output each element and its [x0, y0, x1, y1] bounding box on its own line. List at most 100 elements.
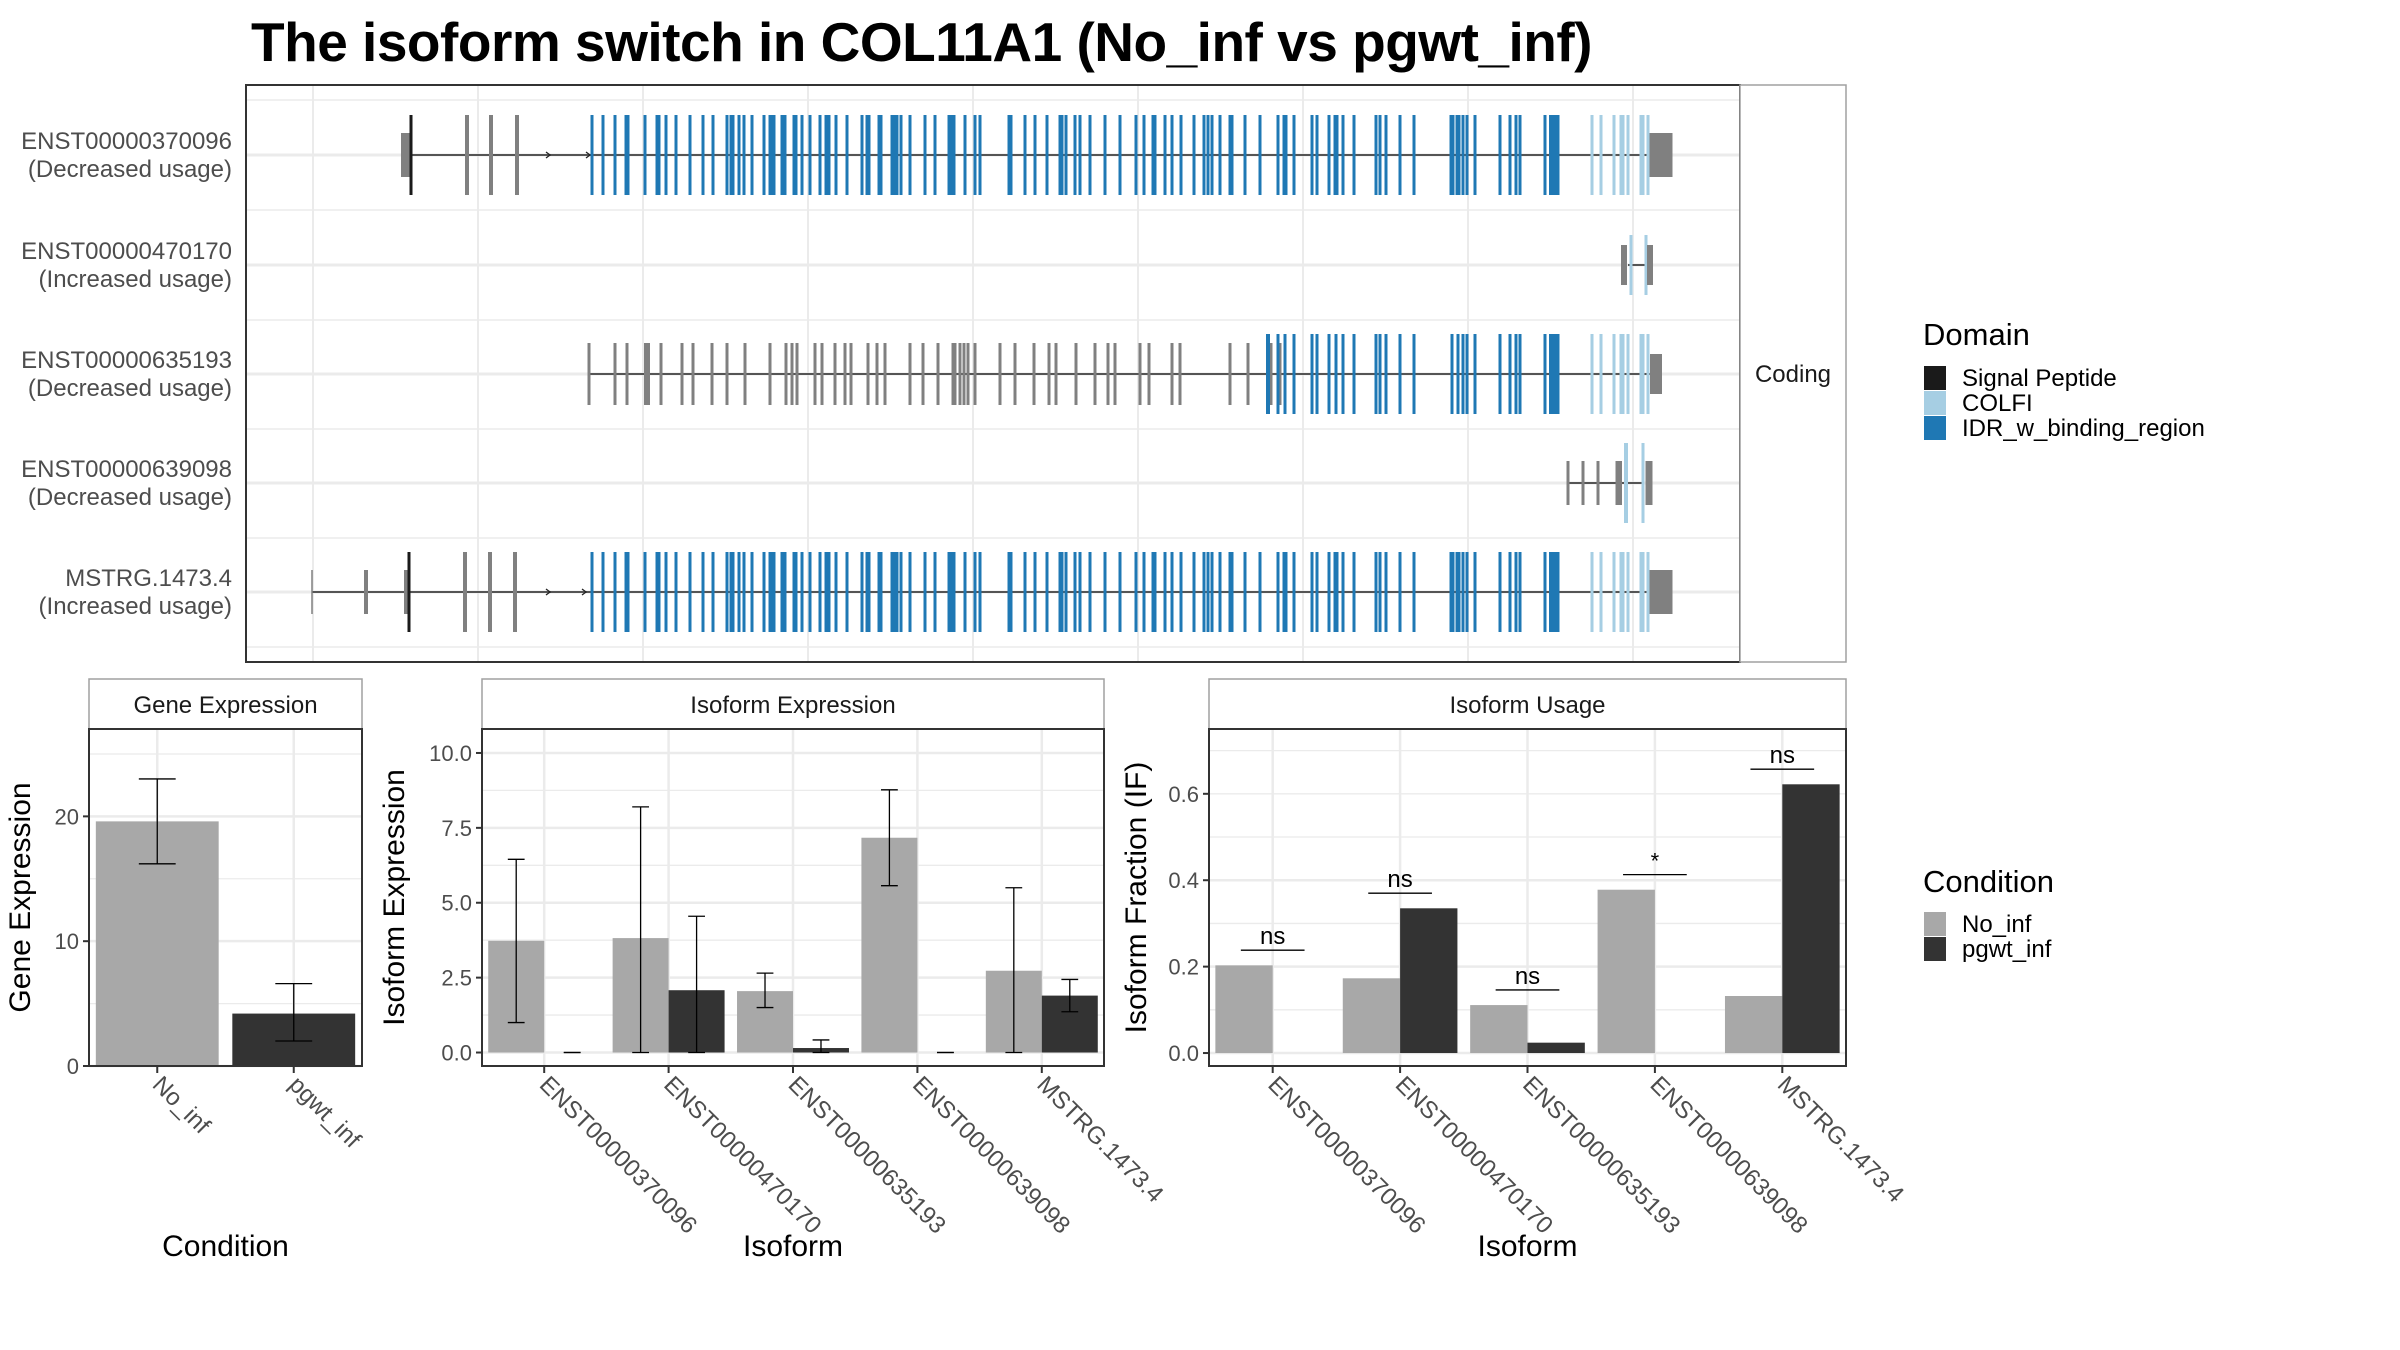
exon	[1113, 343, 1117, 405]
idr-exon	[1058, 552, 1064, 632]
facet-strip-label: Isoform Expression	[690, 692, 895, 719]
idr-exon	[1243, 552, 1247, 632]
idr-exon	[818, 115, 822, 195]
significance-label: *	[1651, 849, 1660, 874]
idr-exon	[1118, 115, 1122, 195]
transcript-row-4	[1566, 443, 1653, 523]
exon	[1147, 343, 1151, 405]
idr-exon	[923, 552, 927, 632]
idr-exon	[674, 552, 678, 632]
exon	[843, 343, 847, 405]
transcript-label: ENST00000635193	[21, 347, 232, 374]
idr-exon	[952, 552, 956, 632]
y-tick-label: 0.6	[1168, 782, 1199, 807]
idr-exon	[701, 115, 705, 195]
idr-exon	[973, 552, 977, 632]
idr-exon	[737, 115, 741, 195]
idr-exon	[1449, 115, 1455, 195]
y-axis-title: Isoform Expression	[378, 769, 411, 1026]
colfi-exon	[1612, 115, 1616, 195]
idr-exon	[818, 552, 822, 632]
exon	[710, 343, 714, 405]
idr-exon	[1473, 115, 1477, 195]
idr-exon	[1508, 115, 1512, 195]
idr-exon	[1206, 115, 1210, 195]
exon	[784, 343, 788, 405]
exon	[1228, 343, 1232, 405]
idr-exon	[895, 552, 899, 632]
exon	[311, 570, 313, 614]
idr-exon	[1179, 115, 1183, 195]
idr-exon	[978, 115, 982, 195]
idr-exon	[1202, 115, 1206, 195]
idr-exon	[1352, 552, 1356, 632]
x-tick-label: No_inf	[147, 1071, 215, 1139]
exon	[875, 343, 879, 405]
idr-exon	[933, 552, 937, 632]
exon	[795, 343, 799, 405]
idr-exon	[725, 552, 729, 632]
idr-exon	[827, 115, 831, 195]
colfi-exon	[1599, 552, 1603, 632]
exon	[833, 343, 837, 405]
idr-exon	[729, 115, 735, 195]
exon	[691, 343, 695, 405]
colfi-exon	[1639, 115, 1645, 195]
idr-exon	[1045, 552, 1049, 632]
idr-exon	[1218, 552, 1222, 632]
idr-exon	[1398, 334, 1402, 414]
figure-title: The isoform switch in COL11A1 (No_inf vs…	[251, 11, 1592, 73]
idr-exon	[1556, 115, 1560, 195]
idr-exon	[783, 115, 787, 195]
gene-expression-panel: Gene Expression 0 10 20 No_inf pgwt_inf Gene E…	[4, 678, 366, 1263]
exon	[613, 343, 617, 405]
facet-strip	[1739, 84, 1847, 663]
exon	[813, 343, 817, 405]
idr-exon	[1412, 552, 1416, 632]
idr-exon	[1498, 552, 1502, 632]
idr-exon	[1064, 115, 1068, 195]
colfi-exon	[1599, 115, 1603, 195]
idr-exon	[899, 552, 903, 632]
idr-exon	[1455, 552, 1461, 632]
bar	[1215, 965, 1273, 1054]
isoform-expression-panel: Isoform Expression0.02.55.07.510.0ENST00…	[378, 678, 1169, 1263]
idr-exon	[1461, 115, 1465, 195]
idr-exon	[973, 115, 977, 195]
bar	[1400, 908, 1458, 1054]
idr-exon	[1007, 552, 1013, 632]
idr-exon	[1210, 115, 1214, 195]
idr-exon	[1170, 552, 1174, 632]
idr-exon	[1508, 552, 1512, 632]
y-tick-label: 0.0	[1168, 1041, 1199, 1066]
idr-exon	[1058, 115, 1064, 195]
exon	[1246, 343, 1250, 405]
exon	[513, 552, 517, 632]
idr-exon	[1243, 115, 1247, 195]
x-tick-label: MSTRG.1473.4	[1772, 1071, 1909, 1208]
idr-exon	[1073, 552, 1077, 632]
exon	[966, 343, 970, 405]
idr-exon	[1556, 334, 1560, 414]
y-tick-label: 2.5	[441, 966, 472, 991]
exon	[953, 343, 957, 405]
exon	[1054, 343, 1058, 405]
idr-exon	[947, 115, 953, 195]
colfi-exon	[1639, 552, 1645, 632]
exon	[962, 343, 966, 405]
direction-arrow	[581, 588, 588, 596]
idr-exon	[1192, 115, 1196, 195]
idr-exon	[770, 552, 776, 632]
idr-exon	[1333, 552, 1339, 632]
transcript-label: ENST00000639098	[21, 456, 232, 483]
legend-key	[1924, 416, 1946, 440]
colfi-exon	[1646, 115, 1650, 195]
idr-exon	[978, 552, 982, 632]
idr-exon	[1163, 115, 1167, 195]
idr-exon	[1134, 115, 1138, 195]
idr-exon	[768, 115, 772, 195]
idr-exon	[1398, 552, 1402, 632]
idr-exon	[1518, 334, 1522, 414]
idr-exon	[1449, 552, 1455, 632]
idr-exon	[890, 115, 894, 195]
